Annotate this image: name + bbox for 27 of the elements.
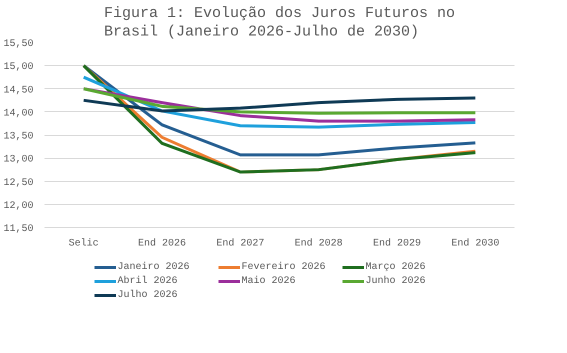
line-series bbox=[82, 64, 477, 174]
y-tick-label: 13,50 bbox=[3, 132, 34, 142]
x-tick-label: End 2027 bbox=[216, 238, 264, 250]
legend-label: Fevereiro 2026 bbox=[242, 260, 327, 274]
legend-label: Janeiro 2026 bbox=[118, 260, 191, 274]
x-tick-label: End 2030 bbox=[451, 238, 500, 250]
y-tick-label: 15,50 bbox=[3, 39, 34, 50]
y-tick-label: 13,00 bbox=[3, 154, 34, 166]
x-tick-label: End 2029 bbox=[372, 238, 422, 250]
y-tick-label: 12,00 bbox=[3, 200, 34, 212]
y-tick-label: 14,50 bbox=[3, 85, 34, 96]
legend-label: Março 2026 bbox=[366, 260, 427, 274]
legend-label: Junho 2026 bbox=[366, 274, 427, 288]
x-tick-label: Selic bbox=[68, 238, 99, 250]
x-tick-label: End 2028 bbox=[294, 238, 343, 250]
y-tick-label: 11,50 bbox=[3, 224, 34, 235]
line-series bbox=[82, 96, 477, 112]
y-tick-label: 15,00 bbox=[3, 62, 34, 74]
legend-label: Abril 2026 bbox=[118, 274, 179, 288]
x-tick-label: End 2026 bbox=[138, 238, 186, 250]
line-series bbox=[82, 76, 477, 129]
y-tick-label: 14,00 bbox=[3, 108, 34, 120]
chart-title: Figura 1: Evolução dos Juros Futuros no Brasil (Janeiro 2026-Julho de 2030) bbox=[104, 4, 456, 40]
line-series bbox=[82, 87, 477, 115]
y-tick-label: 12,50 bbox=[3, 178, 34, 189]
legend-label: Julho 2026 bbox=[118, 288, 179, 302]
legend-label: Maio 2026 bbox=[242, 274, 297, 288]
